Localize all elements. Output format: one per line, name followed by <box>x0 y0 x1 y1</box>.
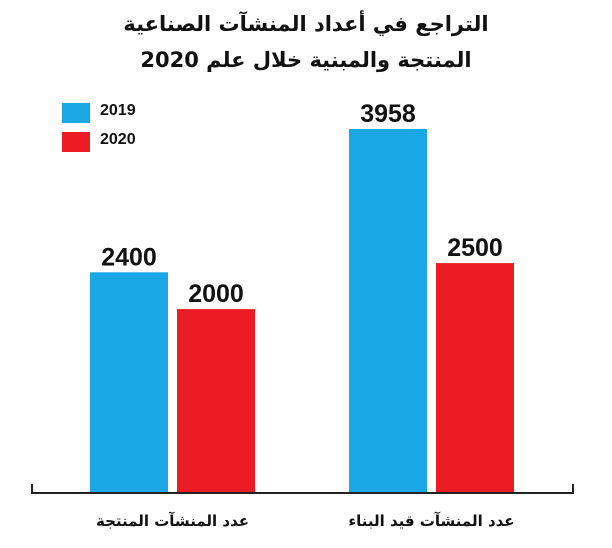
category-label-1: عدد المنشآت قيد البناء <box>348 512 514 530</box>
chart-title: التراجع في أعداد المنشآت الصناعية <box>123 12 489 36</box>
chart-subtitle: المنتجة والمبنية خلال علم 2020 <box>140 48 472 72</box>
data-label-2020-1: 2500 <box>447 234 503 262</box>
legend-label-2019: 2019 <box>100 102 136 119</box>
legend-swatch-2019 <box>62 103 90 123</box>
bar-2020-1 <box>436 263 514 493</box>
data-label-2020-0: 2000 <box>188 280 244 308</box>
legend-label-2020: 2020 <box>100 131 136 148</box>
bar-2019-0 <box>90 272 168 493</box>
bar-2020-0 <box>177 309 255 493</box>
data-label-2019-1: 3958 <box>360 100 416 128</box>
bar-2019-1 <box>349 129 427 493</box>
legend-swatch-2020 <box>62 132 90 152</box>
data-label-2019-0: 2400 <box>101 243 157 271</box>
category-label-0: عدد المنشآت المنتجة <box>96 512 249 530</box>
